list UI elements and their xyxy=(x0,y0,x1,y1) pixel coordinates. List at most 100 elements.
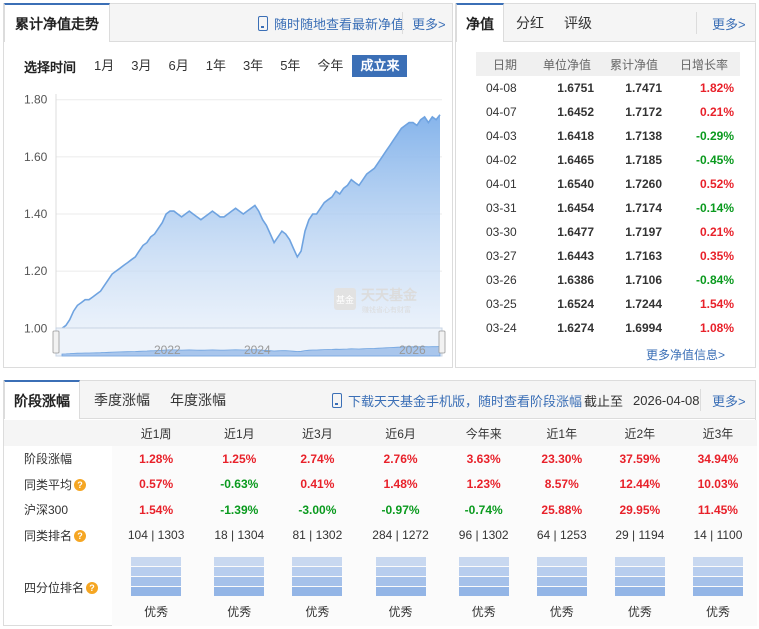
tab-yearly-return[interactable]: 年度涨幅 xyxy=(170,392,226,408)
tab-dividend[interactable]: 分红 xyxy=(516,15,544,31)
perf-value: 3.63% xyxy=(444,446,523,472)
x-tick-label: 2024 xyxy=(244,343,271,357)
nav-row: 04-08 1.6751 1.7471 1.82% xyxy=(476,76,740,100)
quartile-label: 优秀 xyxy=(388,604,413,619)
time-range-option[interactable]: 1月 xyxy=(94,58,115,73)
period-header: 近1周 xyxy=(112,420,201,446)
row-label-text: 同类排名 xyxy=(24,528,73,543)
nav-more-link[interactable]: 更多> xyxy=(712,16,746,32)
nav-unit-value: 1.6452 xyxy=(557,105,594,119)
nav-row: 03-27 1.6443 1.7163 0.35% xyxy=(476,244,740,268)
nav-date: 04-07 xyxy=(486,105,517,119)
more-nav-info-link[interactable]: 更多净值信息> xyxy=(645,348,725,362)
period-header: 近3年 xyxy=(678,420,757,446)
rank-row: 同类排名? 104 | 1303 18 | 1304 81 | 1302 284 | 1… xyxy=(4,522,757,548)
time-range-option[interactable]: 6月 xyxy=(168,58,189,73)
time-range-option[interactable]: 成立来 xyxy=(352,55,408,77)
time-range-option[interactable]: 5年 xyxy=(280,58,301,73)
nav-daily-change: -0.14% xyxy=(695,201,734,215)
nav-unit-value: 1.6443 xyxy=(557,249,594,263)
period-header: 近3月 xyxy=(278,420,357,446)
mobile-nav-link[interactable]: 随时随地查看最新净值 xyxy=(258,4,404,42)
perf-more-link[interactable]: 更多> xyxy=(712,393,746,409)
tab-stage-return[interactable]: 阶段涨幅 xyxy=(4,380,80,419)
time-range-option[interactable]: 3年 xyxy=(242,58,264,73)
nav-history-panel: 净值 分红 评级 更多> 日期 单位净值 累计净值 日增长率 04-08 1.67… xyxy=(455,3,756,368)
quartile-label: 优秀 xyxy=(549,604,574,619)
perf-row: 同类平均? 0.57% -0.63% 0.41% 1.48% 1.23% 8.57% 12.4… xyxy=(4,471,757,498)
help-icon[interactable]: ? xyxy=(74,478,87,491)
help-icon[interactable]: ? xyxy=(86,581,99,594)
perf-tabbar: 阶段涨幅 季度涨幅 年度涨幅 下载天天基金手机版，随时查看阶段涨幅 截止至 20… xyxy=(4,380,755,419)
tab-quarterly-return[interactable]: 季度涨幅 xyxy=(94,392,150,408)
nav-row: 04-02 1.6465 1.7185 -0.45% xyxy=(476,148,740,172)
tab-rating[interactable]: 评级 xyxy=(564,15,592,31)
time-range-option[interactable]: 1年 xyxy=(205,58,226,73)
perf-value: 10.03% xyxy=(678,471,757,497)
quartile-row: 四分位排名? 优秀 优秀 优秀 优秀 优秀 优秀 优秀 优秀 xyxy=(4,548,757,626)
perf-value: 1.25% xyxy=(200,446,279,472)
divider xyxy=(700,389,701,411)
perf-value: 1.48% xyxy=(356,471,445,497)
y-tick-label: 1.80 xyxy=(24,93,48,107)
perf-value: 37.59% xyxy=(600,446,679,472)
quartile-segment xyxy=(292,556,343,566)
quartile-segment xyxy=(536,576,587,586)
tab-nav[interactable]: 净值 xyxy=(456,3,504,42)
nav-daily-change: -0.84% xyxy=(695,273,734,287)
nav-acc-value: 1.7471 xyxy=(625,81,662,95)
peer-rank: 104 | 1303 xyxy=(112,522,201,548)
row-label-text: 四分位排名 xyxy=(24,580,85,595)
nav-daily-change: -0.45% xyxy=(695,153,734,167)
quartile-label: 优秀 xyxy=(627,604,652,619)
nav-acc-value: 1.7174 xyxy=(625,201,662,215)
nav-row: 03-26 1.6386 1.7106 -0.84% xyxy=(476,268,740,292)
quartile-segment xyxy=(614,566,665,576)
header-acc-nav: 累计净值 xyxy=(600,52,668,76)
watermark-subtext: 赚钱省心有财富 xyxy=(362,305,411,314)
download-app-link[interactable]: 下载天天基金手机版，随时查看阶段涨幅 xyxy=(332,381,582,419)
time-range-selector: 选择时间 1月 3月 6月 1年 3年 5年 今年 成立来 xyxy=(24,54,408,78)
y-tick-label: 1.60 xyxy=(24,150,48,164)
quartile-segment xyxy=(536,556,587,566)
perf-value: 0.57% xyxy=(112,471,201,497)
perf-value: -1.39% xyxy=(200,497,279,523)
chart-tabbar: 累计净值走势 随时随地查看最新净值 更多> xyxy=(4,3,452,42)
peer-rank: 64 | 1253 xyxy=(522,522,601,548)
tab-accumulated-nav-trend[interactable]: 累计净值走势 xyxy=(4,3,110,42)
perf-value: 2.76% xyxy=(356,446,445,472)
nav-date: 04-02 xyxy=(486,153,517,167)
quartile-segment xyxy=(131,576,182,586)
watermark-text: 天天基金 xyxy=(361,287,418,303)
chart-more-link[interactable]: 更多> xyxy=(412,16,446,32)
nav-unit-value: 1.6454 xyxy=(557,201,594,215)
as-of-date: 截止至 2026-04-08 xyxy=(584,381,700,419)
quartile-segment xyxy=(131,556,182,566)
x-tick-label: 2026 xyxy=(399,343,426,357)
quartile-segment xyxy=(692,556,743,566)
watermark-logo-icon xyxy=(334,288,356,310)
nav-acc-value: 1.7138 xyxy=(625,129,662,143)
navigator-handle[interactable] xyxy=(52,330,60,354)
perf-value: 25.88% xyxy=(522,497,601,523)
quartile-bar xyxy=(536,556,587,597)
time-range-option[interactable]: 3月 xyxy=(131,58,152,73)
nav-unit-value: 1.6751 xyxy=(557,81,594,95)
perf-value: 2.74% xyxy=(278,446,357,472)
time-range-option[interactable]: 今年 xyxy=(317,58,344,73)
nav-daily-change: 0.35% xyxy=(699,249,734,263)
quartile-bar xyxy=(614,556,665,597)
perf-value: -0.63% xyxy=(200,471,279,497)
help-icon[interactable]: ? xyxy=(74,529,87,542)
perf-row-label: 同类平均? xyxy=(4,472,112,498)
nav-row: 03-31 1.6454 1.7174 -0.14% xyxy=(476,196,740,220)
quartile-cell: 优秀 xyxy=(112,548,201,626)
quartile-segment xyxy=(458,576,509,586)
nav-unit-value: 1.6274 xyxy=(557,321,594,335)
quartile-segment xyxy=(214,576,265,586)
peer-rank: 18 | 1304 xyxy=(200,522,279,548)
perf-value: -3.00% xyxy=(278,497,357,523)
navigator-handle[interactable] xyxy=(438,330,446,354)
nav-table: 日期 单位净值 累计净值 日增长率 04-08 1.6751 1.7471 1.82%… xyxy=(476,52,740,340)
